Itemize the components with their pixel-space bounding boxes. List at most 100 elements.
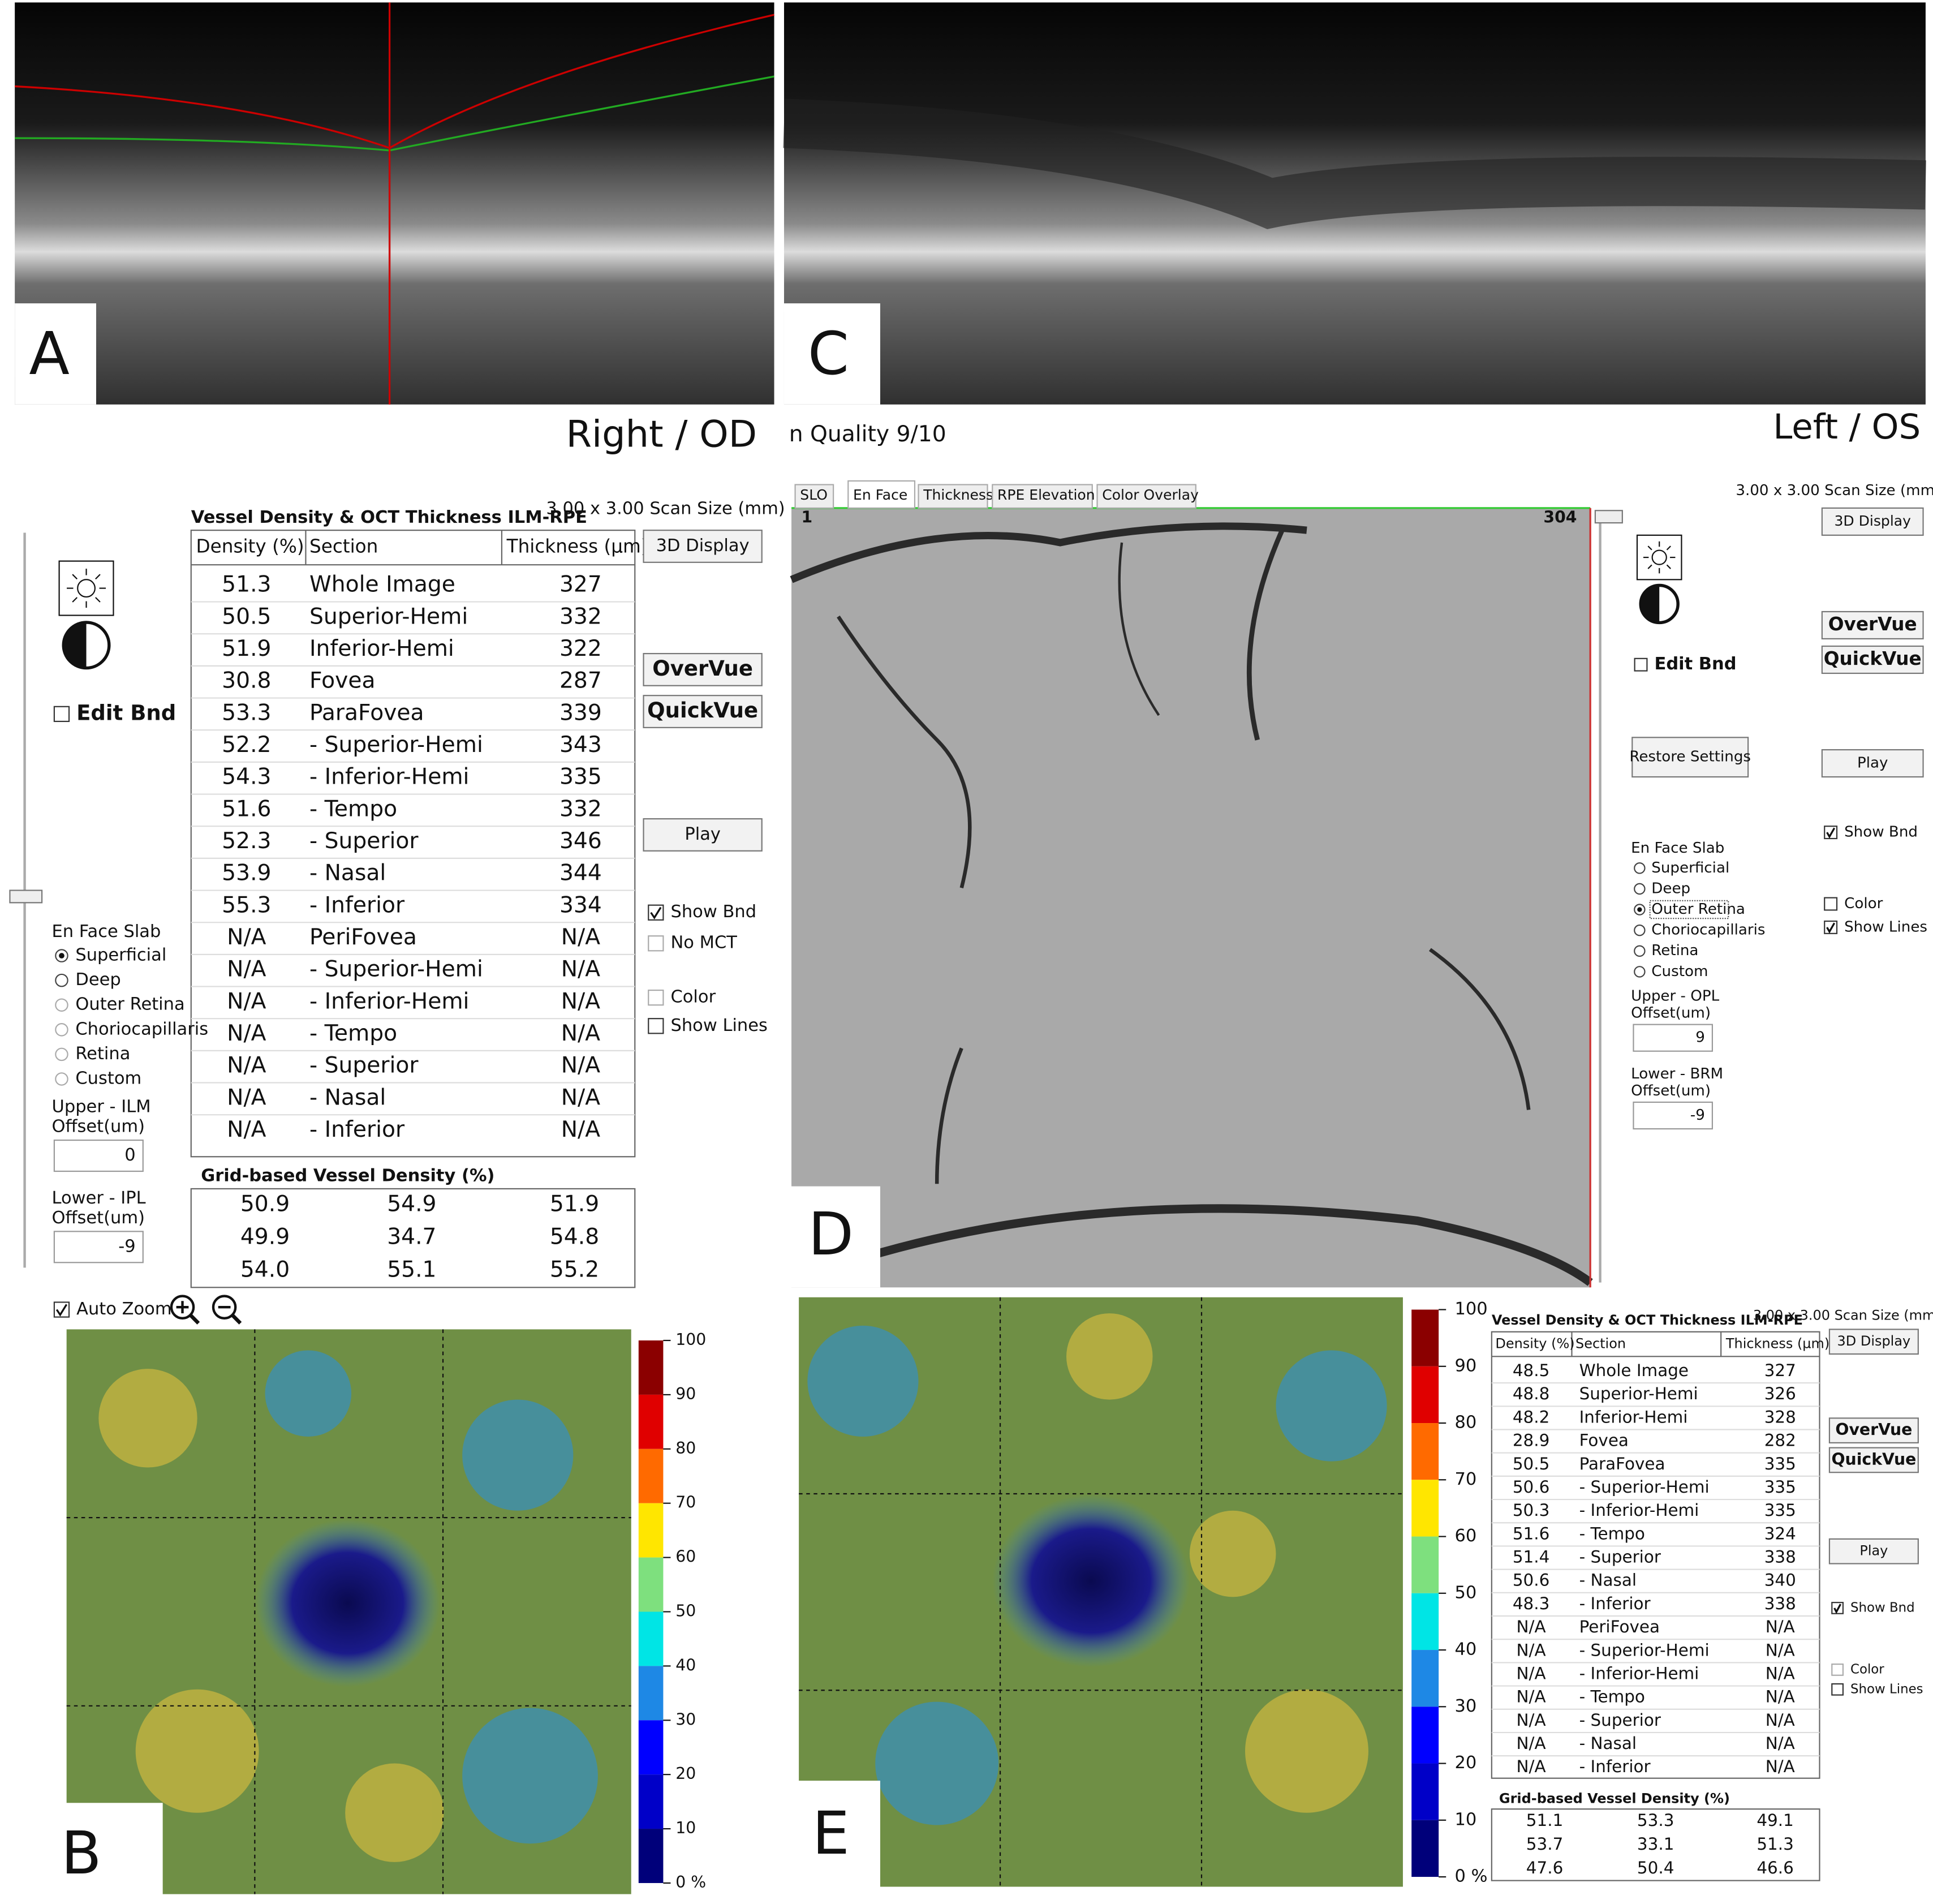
- zoom-icon[interactable]: [212, 1295, 237, 1320]
- checkmark: [1833, 1604, 1841, 1614]
- thickness-cell: N/A: [1766, 1617, 1795, 1636]
- sun-ray: [72, 597, 78, 603]
- scan-quality: n Quality 9/10: [789, 422, 946, 447]
- thickness-cell: 339: [559, 700, 602, 725]
- tab[interactable]: [1096, 484, 1196, 509]
- radio[interactable]: [55, 973, 68, 987]
- slab-title: En Face Slab: [52, 922, 161, 942]
- colorbar-segment: [638, 1611, 664, 1666]
- checkbox[interactable]: [648, 989, 664, 1006]
- button[interactable]: [1828, 1447, 1919, 1473]
- grid-cell: 54.0: [240, 1257, 290, 1283]
- button[interactable]: [1821, 645, 1924, 674]
- radio[interactable]: [55, 1023, 68, 1037]
- button-label: Play: [1859, 1543, 1888, 1559]
- density-cell: N/A: [227, 1053, 266, 1078]
- tab[interactable]: [992, 484, 1093, 509]
- column-header: Section: [1575, 1336, 1626, 1352]
- label-box: [0, 1803, 163, 1904]
- section-cell: ParaFovea: [309, 700, 424, 725]
- radio[interactable]: [1634, 883, 1646, 895]
- section-cell: - Tempo: [309, 1021, 397, 1046]
- radio[interactable]: [55, 1047, 68, 1061]
- button[interactable]: [643, 695, 763, 728]
- zoom-icon[interactable]: [170, 1295, 195, 1320]
- density-cell: 30.8: [222, 668, 271, 694]
- input-field[interactable]: [1633, 1101, 1714, 1130]
- button[interactable]: [1631, 737, 1749, 778]
- colorbar-label: 50: [675, 1601, 696, 1620]
- checkbox[interactable]: [1831, 1664, 1844, 1676]
- checkbox[interactable]: [53, 706, 70, 723]
- button[interactable]: [1821, 611, 1924, 640]
- density-cell: 28.9: [1513, 1431, 1549, 1450]
- slab-option: Choriocapillaris: [1651, 922, 1765, 939]
- label-box: [783, 1186, 880, 1288]
- thickness-cell: N/A: [1766, 1710, 1795, 1730]
- thickness-cell: N/A: [561, 1117, 601, 1142]
- offset-value: 0: [124, 1145, 135, 1165]
- grid-title: Grid-based Vessel Density (%): [201, 1166, 494, 1186]
- thickness-cell: N/A: [561, 1085, 601, 1110]
- checkbox[interactable]: [648, 935, 664, 952]
- radio[interactable]: [1634, 945, 1646, 957]
- slider-thumb[interactable]: [1594, 510, 1623, 524]
- input-field[interactable]: [53, 1231, 144, 1263]
- vessels: [790, 522, 1593, 1286]
- slider-thumb[interactable]: [9, 889, 43, 904]
- checkbox[interactable]: [1824, 826, 1838, 840]
- colorbar-label: 40: [675, 1656, 696, 1674]
- checkbox[interactable]: [1634, 657, 1648, 672]
- grid-title: Grid-based Vessel Density (%): [1499, 1791, 1730, 1807]
- section-cell: - Superior: [309, 828, 419, 854]
- section-cell: - Tempo: [309, 796, 397, 822]
- checkmark: [55, 1304, 68, 1317]
- column-header: Density (%): [1495, 1336, 1574, 1352]
- offset-label: Offset(um): [52, 1117, 145, 1137]
- scan-size: 3.00 x 3.00 Scan Size (mm): [546, 499, 785, 519]
- button[interactable]: [1828, 1417, 1919, 1443]
- input-field[interactable]: [1633, 1024, 1714, 1052]
- radio[interactable]: [55, 1072, 68, 1086]
- grid-cell: 47.6: [1526, 1858, 1563, 1877]
- angio-texture: [807, 1313, 1387, 1825]
- density-cell: N/A: [227, 957, 266, 982]
- tab[interactable]: [918, 484, 988, 509]
- checkbox[interactable]: [648, 1018, 664, 1034]
- checkbox-label: Show Lines: [670, 1016, 767, 1035]
- input-field[interactable]: [53, 1139, 144, 1172]
- density-cell: N/A: [227, 1085, 266, 1110]
- button[interactable]: [1821, 507, 1924, 536]
- radio[interactable]: [55, 998, 68, 1012]
- button[interactable]: [643, 818, 763, 852]
- tab[interactable]: [794, 484, 834, 509]
- checkbox[interactable]: [53, 1301, 70, 1318]
- offset-label: Offset(um): [1631, 1005, 1711, 1022]
- offset-label: Upper - ILM: [52, 1097, 151, 1117]
- tab[interactable]: [847, 480, 916, 509]
- checkbox[interactable]: [648, 904, 664, 921]
- thickness-cell: 343: [559, 732, 602, 758]
- button[interactable]: [1828, 1538, 1919, 1565]
- offset-value: -9: [118, 1236, 135, 1256]
- colorbar-segment: [638, 1774, 664, 1829]
- density-cell: 50.5: [1513, 1454, 1549, 1473]
- radio[interactable]: [1634, 924, 1646, 936]
- thickness-cell: 335: [1764, 1477, 1796, 1497]
- radio[interactable]: [1634, 966, 1646, 978]
- radio[interactable]: [1634, 862, 1646, 874]
- oct-bscan-a: [15, 2, 774, 405]
- button[interactable]: [1821, 749, 1924, 778]
- checkbox[interactable]: [1831, 1683, 1844, 1696]
- button-label: Restore Settings: [1629, 749, 1751, 766]
- button[interactable]: [643, 652, 763, 686]
- colorbar-segment: [638, 1557, 664, 1612]
- sun-ray: [95, 597, 101, 603]
- checkbox[interactable]: [1824, 920, 1838, 934]
- checkbox[interactable]: [1824, 897, 1838, 911]
- slab-option: Custom: [1651, 963, 1708, 980]
- checkbox-label: Show Bnd: [1844, 824, 1918, 841]
- button[interactable]: [1828, 1329, 1919, 1355]
- slab-option: Retina: [75, 1044, 130, 1064]
- button[interactable]: [643, 530, 763, 563]
